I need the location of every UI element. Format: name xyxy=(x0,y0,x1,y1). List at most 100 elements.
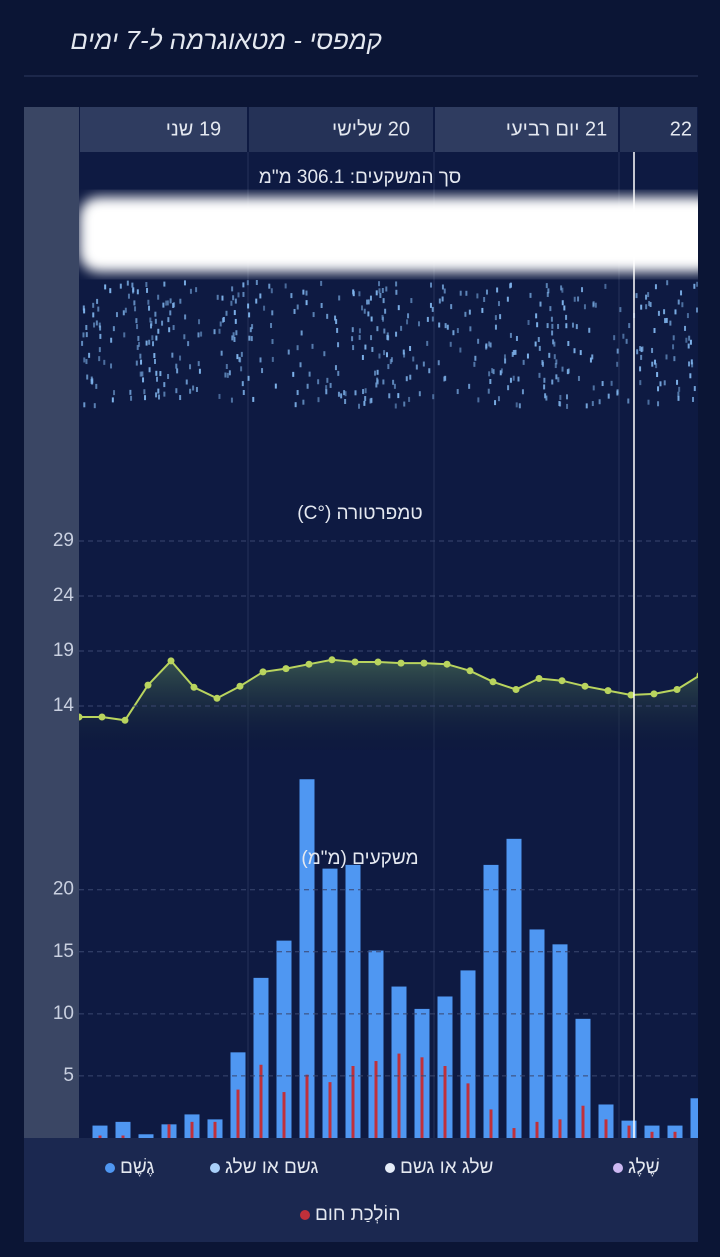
day-header xyxy=(620,107,697,152)
precip-bar xyxy=(253,977,269,1138)
temperature-point xyxy=(236,682,244,690)
day-label: 20 שלישי xyxy=(332,118,410,140)
temperature-point xyxy=(167,657,175,665)
thunder-bar xyxy=(489,1109,493,1138)
thunder-bar xyxy=(167,1124,171,1138)
temperature-point xyxy=(98,713,106,721)
precip-bar xyxy=(483,864,499,1138)
y-tick-label: 24 xyxy=(53,585,75,606)
legend-label: שלג או גשם xyxy=(400,1157,494,1178)
y-tick-label: 5 xyxy=(63,1065,74,1086)
temperature-point xyxy=(144,681,152,689)
y-tick-label: 20 xyxy=(53,879,74,900)
section-title: טמפרטורה (°C) xyxy=(297,503,422,524)
axis-panel xyxy=(24,107,79,1138)
temperature-point xyxy=(259,668,267,676)
temperature-point xyxy=(604,687,612,695)
temperature-point xyxy=(328,656,336,664)
legend-swatch xyxy=(613,1163,623,1173)
precip-bar xyxy=(115,1121,131,1138)
precip-bar xyxy=(552,944,568,1138)
precip-bar xyxy=(368,950,384,1138)
day-header xyxy=(249,107,433,152)
thunder-bar xyxy=(443,1066,447,1138)
temperature-point xyxy=(696,672,698,679)
temperature-point xyxy=(673,686,681,693)
legend-label: גשם או שלג xyxy=(225,1157,318,1178)
y-tick-label: 19 xyxy=(53,640,74,661)
y-tick-label: 15 xyxy=(53,941,74,962)
legend-swatch xyxy=(105,1163,115,1173)
thunder-bar xyxy=(558,1119,562,1138)
thunder-bar xyxy=(98,1135,102,1138)
day-label: 22 xyxy=(670,118,692,140)
day-header xyxy=(435,107,618,152)
thunder-bar xyxy=(673,1131,677,1138)
plot-bg xyxy=(24,107,698,1138)
temperature-point xyxy=(79,713,83,721)
thunder-bar xyxy=(535,1121,539,1138)
thunder-bar xyxy=(259,1064,263,1138)
temperature-line xyxy=(79,658,698,722)
temperature-point xyxy=(512,686,520,693)
thunder-bar xyxy=(604,1119,608,1138)
precip-bar xyxy=(138,1134,154,1138)
y-tick-label: 10 xyxy=(53,1003,74,1024)
precip-bar xyxy=(345,864,361,1138)
precip-bar xyxy=(529,929,545,1138)
temperature-point xyxy=(397,659,405,667)
thunder-bar xyxy=(328,1082,332,1138)
temperature-point xyxy=(213,694,221,702)
legend-swatch xyxy=(385,1163,395,1173)
precip-bar xyxy=(299,779,315,1138)
day-header xyxy=(80,107,247,152)
legend-label: שֶׁלֶג xyxy=(628,1157,660,1178)
temperature-point xyxy=(282,665,290,673)
temperature-point xyxy=(374,658,382,666)
temperature-point xyxy=(466,667,474,675)
temperature-point xyxy=(121,716,129,724)
temperature-point xyxy=(535,675,543,682)
thunder-bar xyxy=(581,1105,585,1138)
precip-bar xyxy=(276,940,292,1138)
day-label: 19 שני xyxy=(166,118,221,140)
thunder-bar xyxy=(420,1057,424,1138)
section-title: משקעים (מ"מ) xyxy=(301,848,418,869)
temperature-point xyxy=(558,677,566,685)
thunder-bar xyxy=(190,1121,194,1138)
y-tick-label: 29 xyxy=(53,530,74,551)
precip-bar xyxy=(460,970,476,1138)
thunder-bar xyxy=(121,1135,125,1138)
temperature-point xyxy=(650,690,658,698)
cloud xyxy=(79,197,698,272)
precip-bar xyxy=(690,1098,698,1138)
thunder-bar xyxy=(512,1128,516,1138)
thunder-bar xyxy=(236,1089,240,1138)
temperature-point xyxy=(581,682,589,690)
temperature-point xyxy=(627,691,635,699)
temperature-point xyxy=(420,659,428,667)
temperature-point xyxy=(190,683,198,691)
thunder-bar xyxy=(213,1121,217,1138)
thunder-bar xyxy=(397,1053,401,1138)
legend-label: גֶשֶׁם xyxy=(120,1157,154,1178)
precip-bar xyxy=(92,1125,108,1138)
day-label: 21 יום רביעי xyxy=(506,118,607,140)
temperature-point xyxy=(489,678,497,686)
thunder-bar xyxy=(374,1061,378,1138)
thunder-bar xyxy=(650,1131,654,1138)
legend-label: הוֹלְכַת חום xyxy=(315,1204,400,1225)
thunder-bar xyxy=(282,1092,286,1138)
page-title: קמפסי - מטאוגרמה ל-7 ימים xyxy=(70,25,382,55)
temperature-point xyxy=(443,660,451,668)
precip-bar xyxy=(575,1018,591,1138)
legend-swatch xyxy=(210,1163,220,1173)
thunder-bar xyxy=(627,1125,631,1138)
precip-bar xyxy=(506,838,522,1138)
precip-total: סך המשקעים: 306.1 מ"מ xyxy=(259,167,461,188)
thunder-bar xyxy=(351,1066,355,1138)
y-tick-label: 14 xyxy=(53,695,75,716)
temperature-point xyxy=(305,660,313,668)
